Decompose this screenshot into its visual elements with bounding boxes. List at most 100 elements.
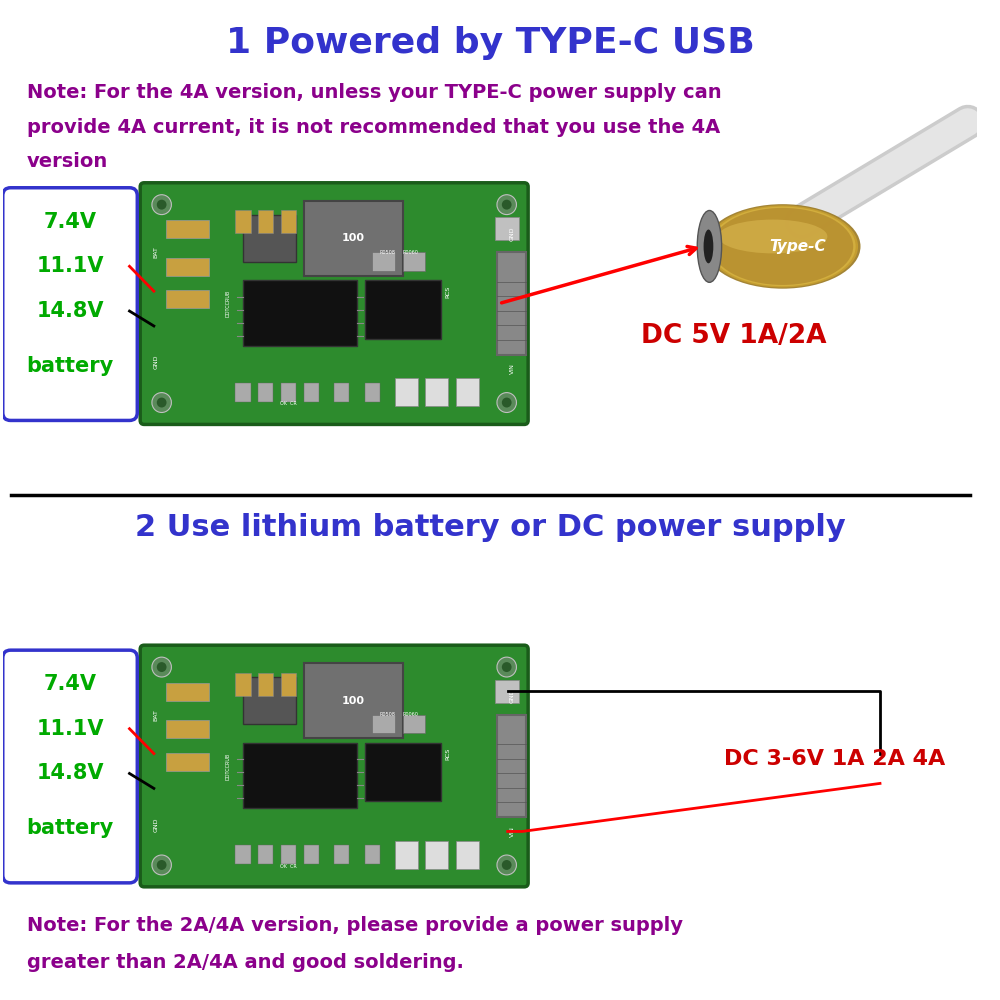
Circle shape (157, 398, 167, 408)
Bar (166, 258, 209, 276)
Bar (243, 280, 357, 346)
Text: OK  CR: OK CR (280, 401, 297, 406)
Text: RCS: RCS (446, 286, 451, 298)
Text: 11.1V: 11.1V (36, 256, 104, 276)
Bar (365, 743, 441, 801)
Text: R0508: R0508 (379, 250, 395, 255)
Text: GND: GND (510, 689, 515, 703)
Ellipse shape (697, 210, 722, 282)
Bar (281, 673, 296, 696)
Text: RCS: RCS (446, 748, 451, 760)
Text: R0060: R0060 (402, 250, 418, 255)
Bar (495, 680, 519, 703)
Bar (281, 383, 296, 402)
Bar (403, 252, 425, 271)
Bar (166, 290, 209, 308)
Text: Note: For the 2A/4A version, please provide a power supply: Note: For the 2A/4A version, please prov… (27, 916, 683, 935)
Bar (166, 683, 209, 701)
Bar (166, 220, 209, 238)
Bar (395, 841, 418, 869)
Bar (395, 378, 418, 406)
Bar (456, 378, 479, 406)
Text: 100: 100 (342, 233, 365, 243)
Text: 14.8V: 14.8V (36, 763, 104, 783)
Bar (304, 201, 403, 276)
Text: R0508: R0508 (379, 712, 395, 717)
Bar (425, 841, 448, 869)
Bar (456, 841, 479, 869)
Bar (365, 383, 380, 402)
Bar (425, 378, 448, 406)
Bar (304, 663, 403, 738)
Text: GND: GND (510, 226, 515, 241)
Text: R0060: R0060 (402, 712, 418, 717)
Text: BAT: BAT (153, 246, 158, 258)
Bar (372, 715, 395, 733)
FancyBboxPatch shape (140, 645, 528, 887)
Bar (304, 383, 319, 402)
Text: Note: For the 4A version, unless your TYPE-C power supply can: Note: For the 4A version, unless your TY… (27, 83, 722, 102)
Bar (258, 845, 273, 864)
Bar (166, 753, 209, 771)
Bar (243, 743, 357, 808)
Circle shape (502, 860, 512, 870)
Circle shape (502, 398, 512, 408)
Text: DC 5V 1A/2A: DC 5V 1A/2A (641, 323, 827, 349)
Bar (281, 210, 296, 233)
Bar (403, 715, 425, 733)
Circle shape (502, 200, 512, 210)
Bar (166, 720, 209, 738)
Text: version: version (27, 152, 108, 171)
Circle shape (157, 860, 167, 870)
Text: GND: GND (153, 355, 158, 369)
Circle shape (152, 657, 171, 677)
Text: 1 Powered by TYPE-C USB: 1 Powered by TYPE-C USB (226, 26, 755, 60)
Circle shape (157, 662, 167, 672)
Text: greater than 2A/4A and good soldering.: greater than 2A/4A and good soldering. (27, 953, 464, 972)
Text: VIN: VIN (510, 826, 515, 837)
Bar (372, 252, 395, 271)
Bar (495, 217, 519, 240)
FancyBboxPatch shape (3, 188, 137, 420)
Circle shape (497, 657, 516, 677)
Text: battery: battery (26, 818, 114, 838)
Bar (281, 845, 296, 864)
Bar (365, 845, 380, 864)
FancyBboxPatch shape (140, 183, 528, 424)
Circle shape (502, 662, 512, 672)
Bar (497, 715, 526, 817)
Bar (334, 845, 349, 864)
Text: 2 Use lithium battery or DC power supply: 2 Use lithium battery or DC power supply (135, 513, 846, 542)
Bar (243, 677, 296, 724)
Ellipse shape (718, 220, 827, 253)
Circle shape (152, 855, 171, 875)
Ellipse shape (712, 208, 853, 285)
Text: 7.4V: 7.4V (44, 212, 97, 232)
Ellipse shape (709, 207, 856, 286)
Bar (258, 210, 273, 233)
Bar (235, 383, 251, 402)
FancyBboxPatch shape (3, 650, 137, 883)
Text: DC 3-6V 1A 2A 4A: DC 3-6V 1A 2A 4A (724, 749, 945, 769)
Text: 100: 100 (342, 696, 365, 706)
Text: Type-C: Type-C (769, 239, 826, 254)
Bar (243, 215, 296, 262)
Circle shape (157, 200, 167, 210)
Circle shape (152, 393, 171, 412)
Text: GND: GND (153, 817, 158, 832)
Ellipse shape (707, 205, 858, 287)
Text: BAT: BAT (153, 709, 158, 721)
Bar (258, 383, 273, 402)
Text: battery: battery (26, 356, 114, 376)
Text: DDTCCRUB: DDTCCRUB (225, 290, 230, 317)
Bar (304, 845, 319, 864)
Circle shape (497, 393, 516, 412)
Ellipse shape (705, 204, 861, 289)
Text: 14.8V: 14.8V (36, 301, 104, 321)
Text: provide 4A current, it is not recommended that you use the 4A: provide 4A current, it is not recommende… (27, 118, 720, 137)
Text: VIN: VIN (510, 364, 515, 374)
Text: OK  CR: OK CR (280, 864, 297, 869)
Bar (258, 673, 273, 696)
Text: 11.1V: 11.1V (36, 719, 104, 739)
Bar (365, 280, 441, 339)
